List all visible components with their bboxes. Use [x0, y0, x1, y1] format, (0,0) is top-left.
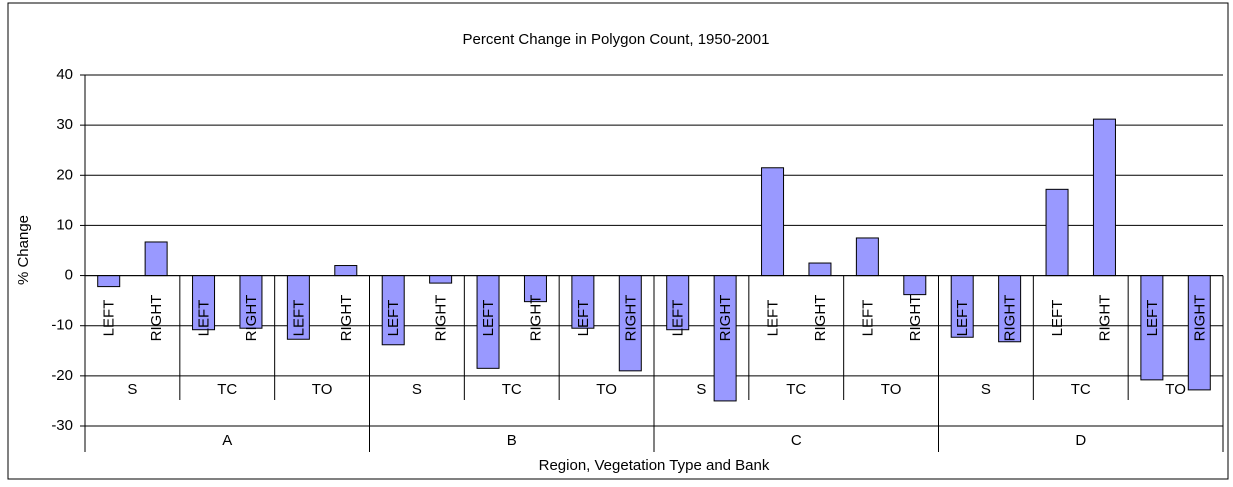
- bar: [855, 237, 879, 277]
- x-tick-label: LEFT: [954, 300, 971, 337]
- bar: [144, 241, 168, 277]
- x-tick-label: RIGHT: [338, 295, 355, 342]
- group-label: S: [127, 381, 137, 398]
- y-tick-label: 30: [56, 116, 73, 133]
- y-tick-label: -10: [51, 317, 73, 334]
- y-tick-label: 0: [65, 267, 73, 284]
- group-label: S: [696, 381, 706, 398]
- x-tick-label: RIGHT: [812, 295, 829, 342]
- chart-frame: [7, 2, 1229, 480]
- group-label: TC: [1071, 381, 1091, 398]
- bar: [1092, 118, 1116, 277]
- x-tick-label: LEFT: [385, 300, 402, 337]
- x-tick-label: RIGHT: [1191, 295, 1208, 342]
- region-label: A: [222, 432, 232, 449]
- x-tick-label: RIGHT: [243, 295, 260, 342]
- x-tick-label: LEFT: [575, 300, 592, 337]
- x-tick-label: LEFT: [480, 300, 497, 337]
- x-tick-label: LEFT: [765, 300, 782, 337]
- y-tick-label: 40: [56, 66, 73, 83]
- y-tick-label: -30: [51, 417, 73, 434]
- y-tick-label: -20: [51, 367, 73, 384]
- x-tick-label: RIGHT: [527, 295, 544, 342]
- x-tick-label: LEFT: [196, 300, 213, 337]
- x-tick-label: RIGHT: [717, 295, 734, 342]
- bar: [334, 265, 358, 277]
- bar: [808, 262, 832, 277]
- y-tick-label: 20: [56, 166, 73, 183]
- bar: [903, 275, 927, 296]
- x-tick-label: RIGHT: [148, 295, 165, 342]
- group-label: S: [981, 381, 991, 398]
- x-tick-label: RIGHT: [1096, 295, 1113, 342]
- region-label: D: [1075, 432, 1086, 449]
- y-tick-label: 10: [56, 216, 73, 233]
- x-tick-label: LEFT: [1049, 300, 1066, 337]
- bar: [97, 275, 121, 288]
- bar: [761, 167, 785, 277]
- x-tick-label: LEFT: [290, 300, 307, 337]
- x-tick-label: LEFT: [101, 300, 118, 337]
- y-axis-title: % Change: [15, 215, 32, 285]
- bar: [1045, 188, 1069, 277]
- x-tick-label: RIGHT: [1002, 295, 1019, 342]
- x-tick-label: LEFT: [1144, 300, 1161, 337]
- group-label: S: [412, 381, 422, 398]
- x-tick-label: RIGHT: [433, 295, 450, 342]
- group-label: TC: [217, 381, 237, 398]
- region-label: B: [507, 432, 517, 449]
- group-label: TC: [786, 381, 806, 398]
- x-tick-label: LEFT: [859, 300, 876, 337]
- x-axis-title: Region, Vegetation Type and Bank: [539, 457, 770, 474]
- region-label: C: [791, 432, 802, 449]
- bar: [429, 275, 453, 284]
- x-tick-label: RIGHT: [622, 295, 639, 342]
- chart-title: Percent Change in Polygon Count, 1950-20…: [463, 31, 770, 48]
- x-tick-label: RIGHT: [907, 295, 924, 342]
- group-label: TC: [502, 381, 522, 398]
- group-label: TO: [596, 381, 617, 398]
- group-label: TO: [881, 381, 902, 398]
- group-label: TO: [1165, 381, 1186, 398]
- x-tick-label: LEFT: [670, 300, 687, 337]
- group-label: TO: [312, 381, 333, 398]
